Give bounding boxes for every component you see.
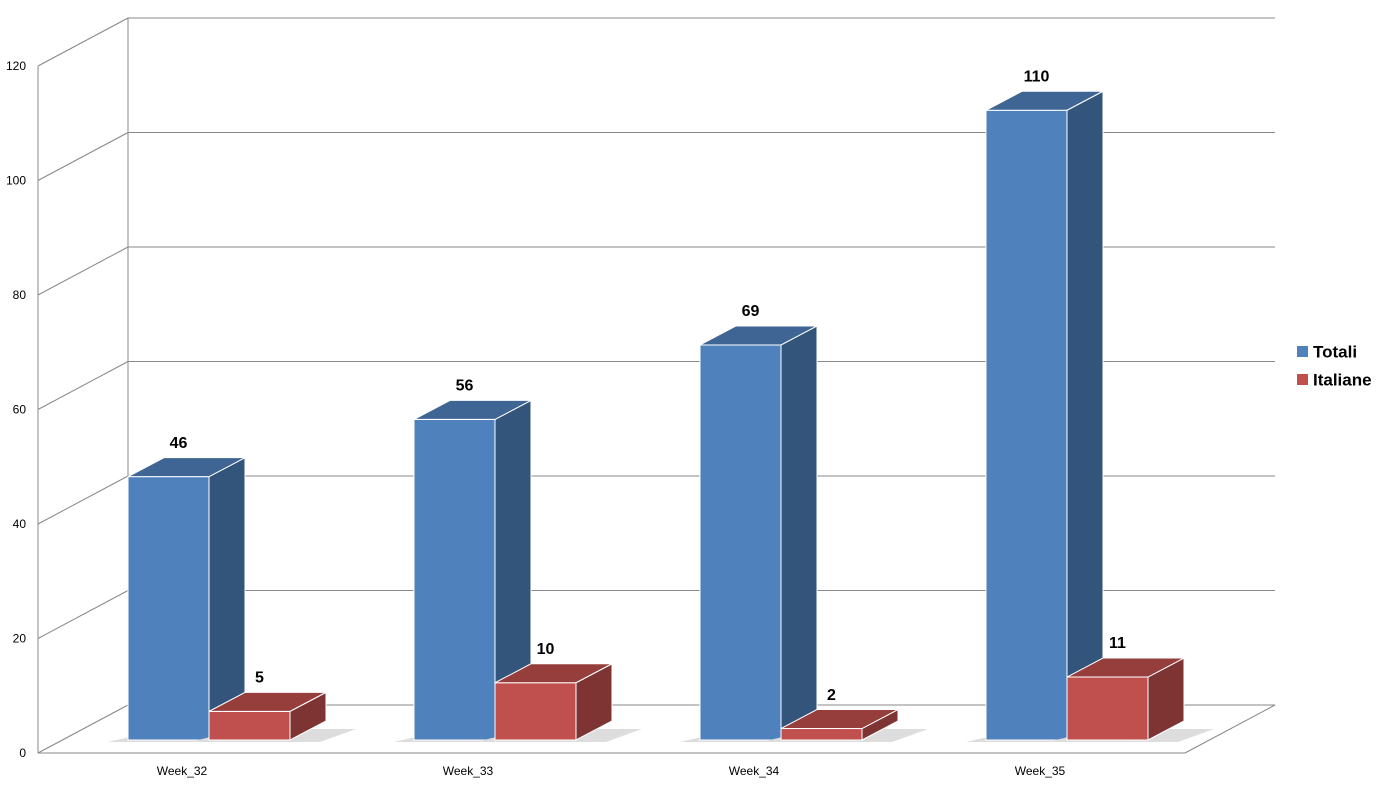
- bar-front: [413, 418, 496, 741]
- data-label: 69: [742, 303, 760, 320]
- x-tick-label: Week_32: [157, 764, 208, 778]
- y-tick-label: 100: [6, 174, 26, 188]
- grid-line-side: [37, 246, 129, 296]
- legend-swatch: [1297, 346, 1308, 357]
- bar: [475, 662, 642, 742]
- data-label: 2: [827, 687, 836, 704]
- bar-front: [208, 710, 291, 741]
- bar: [761, 708, 928, 742]
- bar-top: [494, 663, 613, 684]
- bar-top: [699, 325, 818, 346]
- y-tick-label: 80: [13, 288, 27, 302]
- grid-line-side: [37, 17, 129, 67]
- bar-side: [780, 325, 818, 741]
- bar-front: [780, 728, 863, 741]
- bar-top: [985, 90, 1104, 111]
- bar: [394, 399, 561, 742]
- bar-front: [699, 344, 782, 741]
- bar: [189, 691, 356, 742]
- grid-line-side: [37, 590, 129, 639]
- bar: [1047, 657, 1214, 742]
- x-tick-label: Week_35: [1015, 764, 1066, 778]
- grid-line-side: [37, 361, 129, 410]
- bar-top: [413, 399, 532, 420]
- data-label: 5: [255, 670, 264, 687]
- grid-line-side: [37, 704, 129, 754]
- bar: [966, 90, 1133, 742]
- bar-front: [1066, 676, 1149, 741]
- bar: [108, 456, 275, 742]
- y-tick-label: 20: [13, 632, 27, 646]
- grid-line-side: [37, 132, 129, 181]
- data-label: 10: [537, 641, 555, 658]
- bar-top: [1066, 657, 1185, 678]
- legend-label: Italiane: [1313, 370, 1372, 389]
- bar-top: [127, 457, 246, 478]
- data-label: 110: [1024, 68, 1050, 85]
- x-tick-label: Week_34: [729, 764, 780, 778]
- bar-front: [985, 109, 1068, 741]
- y-tick-label: 120: [6, 59, 26, 73]
- data-label: 46: [170, 435, 188, 452]
- grid-line-side: [37, 475, 129, 525]
- bar-front: [127, 476, 210, 741]
- bar-side: [1066, 90, 1104, 741]
- y-tick-label: 0: [19, 746, 26, 760]
- data-label: 56: [456, 378, 474, 395]
- bar-top: [208, 691, 327, 712]
- x-tick-label: Week_33: [443, 764, 494, 778]
- bar-top: [780, 709, 899, 730]
- bar-front: [494, 682, 577, 741]
- data-label: 11: [1109, 635, 1126, 652]
- legend-label: Totali: [1313, 342, 1357, 361]
- y-tick-label: 40: [13, 517, 27, 531]
- y-tick-label: 60: [13, 403, 27, 417]
- floor-right-edge: [1184, 704, 1276, 754]
- bar: [680, 325, 847, 742]
- legend-swatch: [1297, 374, 1308, 385]
